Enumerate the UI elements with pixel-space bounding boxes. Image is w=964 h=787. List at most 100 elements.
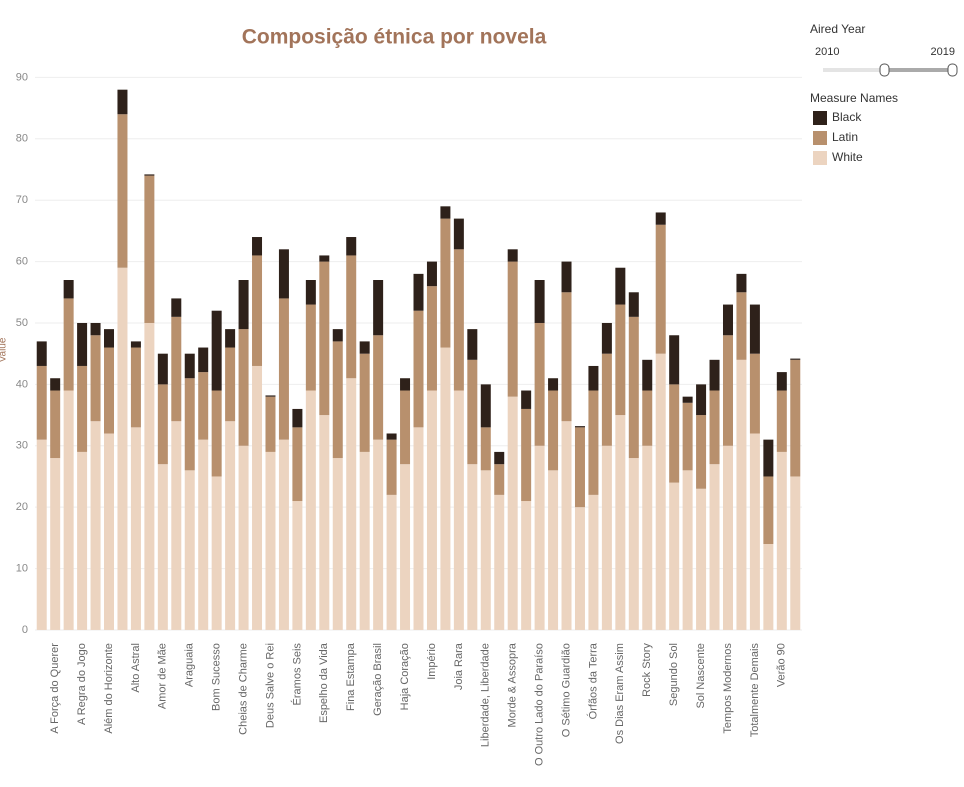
- bar-segment: [386, 439, 397, 495]
- legend-label: Black: [832, 110, 862, 124]
- bar-segment: [63, 298, 74, 391]
- bar-segment: [238, 445, 249, 630]
- bar-segment: [467, 464, 478, 630]
- x-tick-label: Os Dias Eram Assim: [614, 643, 626, 744]
- bar-segment: [548, 390, 559, 471]
- x-tick-label: Além do Horizonte: [103, 643, 115, 734]
- bar-segment: [736, 359, 747, 630]
- bar-segment: [561, 421, 572, 630]
- x-tick-label: O Sétimo Guardião: [560, 643, 572, 737]
- bar-segment: [319, 415, 330, 630]
- y-tick-label: 0: [22, 624, 28, 636]
- bar-segment: [696, 415, 707, 489]
- bar-segment: [467, 359, 478, 465]
- bar-segment: [305, 280, 316, 305]
- x-tick-label: Morde & Assopra: [507, 642, 519, 727]
- bar-segment: [534, 445, 545, 630]
- bar-segment: [77, 451, 88, 630]
- bar-segment: [521, 390, 532, 409]
- bar-segment: [225, 347, 236, 422]
- x-tick-label: Liberdade, Liberdade: [480, 643, 492, 747]
- bar-segment: [722, 304, 733, 336]
- bar-segment: [36, 439, 47, 630]
- x-tick-label: Joia Rara: [453, 642, 465, 690]
- bar-segment: [332, 329, 343, 342]
- bar-segment: [453, 390, 464, 630]
- bar-segment: [790, 358, 801, 360]
- bar-segment: [77, 365, 88, 452]
- bar-segment: [682, 470, 693, 630]
- bar-segment: [346, 378, 357, 630]
- bar-segment: [36, 365, 47, 440]
- x-tick-label: Sol Nascente: [695, 643, 707, 708]
- bar-segment: [265, 396, 276, 452]
- bar-segment: [332, 458, 343, 630]
- y-tick-label: 40: [16, 378, 28, 390]
- bar-segment: [400, 378, 411, 391]
- bar-segment: [400, 464, 411, 630]
- x-tick-label: Espelho da Vida: [318, 642, 330, 723]
- bar-segment: [413, 427, 424, 630]
- bar-segment: [130, 347, 141, 428]
- bar-segment: [467, 329, 478, 360]
- bar-segment: [346, 255, 357, 379]
- bar-segment: [252, 365, 263, 630]
- bar-segment: [36, 341, 47, 366]
- bar-segment: [722, 335, 733, 446]
- y-tick-label: 50: [16, 317, 28, 329]
- bar-segment: [278, 439, 289, 630]
- bar-segment: [252, 237, 263, 256]
- bar-segment: [359, 353, 370, 452]
- bar-segment: [305, 304, 316, 391]
- bar-segment: [144, 174, 155, 176]
- slider-handle[interactable]: [947, 63, 958, 77]
- bar-segment: [171, 421, 182, 630]
- bar-segment: [413, 273, 424, 311]
- legend-swatch: [813, 151, 827, 165]
- bar-segment: [426, 261, 437, 287]
- bar-segment: [722, 445, 733, 630]
- x-tick-label: Haja Coração: [399, 643, 411, 710]
- bar-segment: [507, 249, 518, 262]
- filter-title: Aired Year: [810, 22, 865, 36]
- bar-segment: [117, 267, 128, 630]
- bar-segment: [225, 329, 236, 348]
- slider-handle[interactable]: [879, 63, 890, 77]
- bar-segment: [373, 439, 384, 630]
- bar-segment: [655, 224, 666, 354]
- bar-segment: [319, 261, 330, 416]
- bar-segment: [157, 464, 168, 630]
- bar-segment: [736, 273, 747, 293]
- bar-segment: [480, 384, 491, 428]
- bar-segment: [709, 359, 720, 391]
- bar-segment: [238, 280, 249, 330]
- y-tick-label: 10: [16, 562, 28, 574]
- legend-title: Measure Names: [810, 91, 898, 105]
- bar-segment: [561, 292, 572, 422]
- bar-segment: [776, 372, 787, 391]
- bar-segment: [588, 390, 599, 495]
- bar-segment: [588, 365, 599, 391]
- bar-segment: [749, 433, 760, 630]
- bar-segment: [790, 476, 801, 630]
- bar-segment: [184, 470, 195, 630]
- x-tick-label: Éramos Seis: [290, 643, 303, 706]
- bar-segment: [696, 384, 707, 416]
- bar-segment: [211, 476, 222, 630]
- bar-segment: [104, 329, 115, 348]
- bar-segment: [400, 390, 411, 465]
- bar-segment: [494, 464, 505, 495]
- bar-segment: [359, 341, 370, 354]
- legend-swatch: [813, 111, 827, 125]
- x-tick-label: Verão 90: [776, 643, 788, 687]
- x-tick-label: Rock Story: [641, 643, 653, 697]
- bar-segment: [615, 304, 626, 416]
- x-tick-label: Alto Astral: [130, 643, 142, 693]
- bar-segment: [749, 304, 760, 354]
- bar-segment: [63, 390, 74, 630]
- bar-segment: [480, 470, 491, 630]
- y-tick-label: 80: [16, 133, 28, 145]
- bar-segment: [669, 384, 680, 483]
- bar-segment: [642, 359, 653, 391]
- x-tick-label: Amor de Mãe: [157, 643, 169, 709]
